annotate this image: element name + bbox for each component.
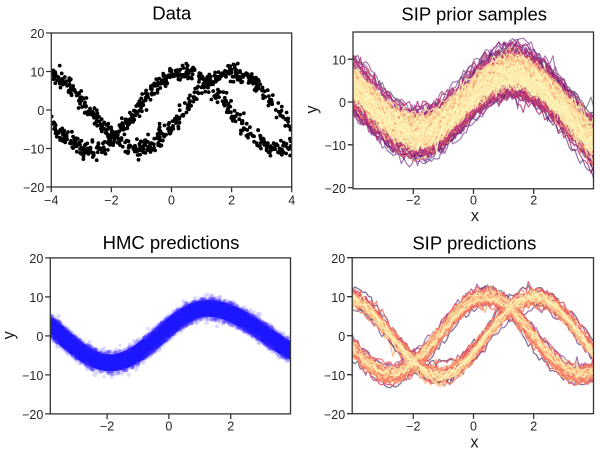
svg-text:0: 0 <box>470 419 477 433</box>
svg-text:2: 2 <box>530 419 537 433</box>
svg-text:10: 10 <box>332 53 346 67</box>
svg-text:−2: −2 <box>406 419 420 433</box>
svg-text:x: x <box>471 207 479 225</box>
svg-text:−10: −10 <box>325 139 346 153</box>
svg-text:20: 20 <box>29 252 43 266</box>
svg-text:0: 0 <box>37 104 44 118</box>
svg-text:0: 0 <box>36 330 43 344</box>
svg-text:4: 4 <box>288 193 295 207</box>
svg-text:−20: −20 <box>22 408 43 422</box>
svg-text:2: 2 <box>228 193 235 207</box>
svg-text:−20: −20 <box>324 408 345 422</box>
svg-text:10: 10 <box>331 291 345 305</box>
svg-text:−10: −10 <box>23 143 44 157</box>
svg-text:20: 20 <box>30 27 44 41</box>
svg-text:−10: −10 <box>324 369 345 383</box>
svg-text:x: x <box>470 434 478 450</box>
svg-text:−2: −2 <box>406 193 420 207</box>
svg-text:0: 0 <box>470 193 477 207</box>
svg-text:20: 20 <box>331 252 345 266</box>
svg-text:0: 0 <box>168 193 175 207</box>
svg-text:−20: −20 <box>325 182 346 196</box>
svg-text:y: y <box>0 330 18 339</box>
svg-text:−4: −4 <box>44 193 58 207</box>
svg-text:2: 2 <box>530 193 537 207</box>
svg-text:−2: −2 <box>104 193 118 207</box>
svg-text:2: 2 <box>227 419 234 433</box>
svg-text:0: 0 <box>338 330 345 344</box>
svg-text:HMC predictions: HMC predictions <box>103 232 240 253</box>
svg-text:Data: Data <box>152 2 192 23</box>
svg-text:10: 10 <box>30 66 44 80</box>
svg-text:−2: −2 <box>100 419 114 433</box>
svg-text:SIP prior samples: SIP prior samples <box>401 4 547 25</box>
svg-text:−20: −20 <box>23 181 44 195</box>
svg-text:−10: −10 <box>22 369 43 383</box>
svg-text:SIP predictions: SIP predictions <box>412 233 536 254</box>
svg-text:10: 10 <box>29 291 43 305</box>
svg-text:0: 0 <box>165 419 172 433</box>
svg-text:y: y <box>303 105 321 114</box>
svg-text:0: 0 <box>339 96 346 110</box>
